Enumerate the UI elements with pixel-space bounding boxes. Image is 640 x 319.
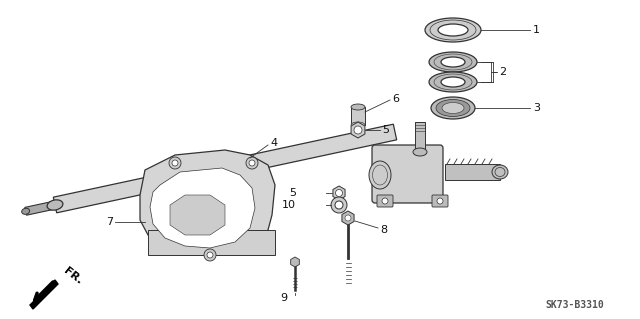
FancyBboxPatch shape — [432, 195, 448, 207]
Bar — [445, 164, 500, 180]
Text: 3: 3 — [533, 103, 540, 113]
Text: 10: 10 — [282, 200, 296, 210]
Polygon shape — [150, 168, 255, 248]
Bar — [351, 107, 365, 125]
Polygon shape — [291, 257, 300, 267]
Text: 2: 2 — [499, 67, 506, 77]
Text: 1: 1 — [533, 25, 540, 35]
Ellipse shape — [22, 208, 29, 214]
Ellipse shape — [351, 104, 365, 110]
Circle shape — [335, 201, 343, 209]
Polygon shape — [140, 150, 275, 255]
Circle shape — [354, 126, 362, 134]
Text: 7: 7 — [106, 217, 113, 227]
Circle shape — [331, 197, 347, 213]
Circle shape — [382, 198, 388, 204]
Polygon shape — [342, 211, 354, 225]
Polygon shape — [53, 124, 397, 213]
Ellipse shape — [413, 148, 427, 156]
Circle shape — [172, 160, 178, 166]
Text: 4: 4 — [270, 138, 277, 148]
Circle shape — [437, 198, 443, 204]
Ellipse shape — [492, 165, 508, 179]
Ellipse shape — [351, 122, 365, 128]
Bar — [415, 122, 425, 152]
Ellipse shape — [441, 77, 465, 87]
Polygon shape — [148, 230, 275, 255]
Text: 5: 5 — [382, 125, 389, 135]
Text: FR.: FR. — [62, 266, 84, 286]
Text: SK73-B3310: SK73-B3310 — [546, 300, 604, 310]
Text: 6: 6 — [392, 94, 399, 104]
Ellipse shape — [47, 200, 63, 210]
Circle shape — [207, 252, 213, 258]
Circle shape — [246, 157, 258, 169]
Ellipse shape — [369, 161, 391, 189]
Polygon shape — [351, 122, 365, 138]
Text: 5: 5 — [289, 188, 296, 198]
Ellipse shape — [429, 52, 477, 72]
Polygon shape — [30, 280, 58, 309]
Ellipse shape — [442, 102, 464, 114]
Polygon shape — [25, 201, 56, 215]
Text: 8: 8 — [380, 225, 387, 235]
Text: 9: 9 — [280, 293, 287, 303]
Ellipse shape — [441, 57, 465, 67]
Circle shape — [169, 157, 181, 169]
Polygon shape — [333, 186, 345, 200]
Ellipse shape — [438, 24, 468, 36]
FancyBboxPatch shape — [377, 195, 393, 207]
Ellipse shape — [425, 18, 481, 42]
FancyBboxPatch shape — [372, 145, 443, 203]
Circle shape — [249, 160, 255, 166]
Circle shape — [335, 189, 342, 197]
Ellipse shape — [436, 100, 470, 116]
Circle shape — [204, 249, 216, 261]
Polygon shape — [170, 195, 225, 235]
Ellipse shape — [431, 97, 475, 119]
Ellipse shape — [429, 72, 477, 92]
Circle shape — [345, 215, 351, 221]
